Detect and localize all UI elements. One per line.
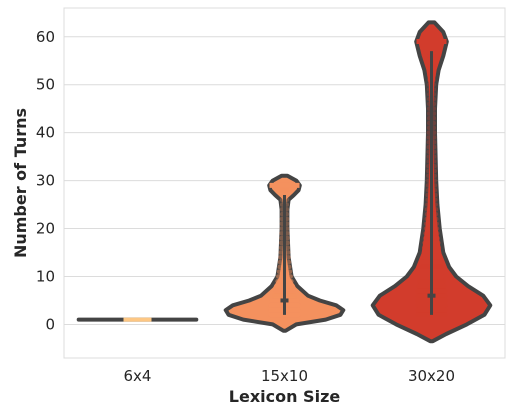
x-axis-label: Lexicon Size [229, 387, 341, 406]
x-tick-label: 30x20 [408, 367, 455, 385]
y-tick-label: 40 [36, 124, 55, 142]
y-tick-label: 10 [36, 267, 55, 285]
y-tick-label: 50 [36, 76, 55, 94]
y-tick-label: 20 [36, 220, 55, 238]
y-tick-label: 30 [36, 172, 55, 190]
y-axis-label: Number of Turns [11, 108, 30, 258]
inner-boxes [269, 39, 447, 315]
x-tick-label: 6x4 [124, 367, 152, 385]
plot-frame [63, 7, 506, 359]
y-tick-label: 0 [45, 315, 55, 333]
x-tick-label: 15x10 [261, 367, 308, 385]
x-ticks: 6x4 15x10 30x20 [124, 367, 456, 385]
y-ticks: 0 10 20 30 40 50 60 [36, 28, 55, 334]
y-tick-label: 60 [36, 28, 55, 46]
